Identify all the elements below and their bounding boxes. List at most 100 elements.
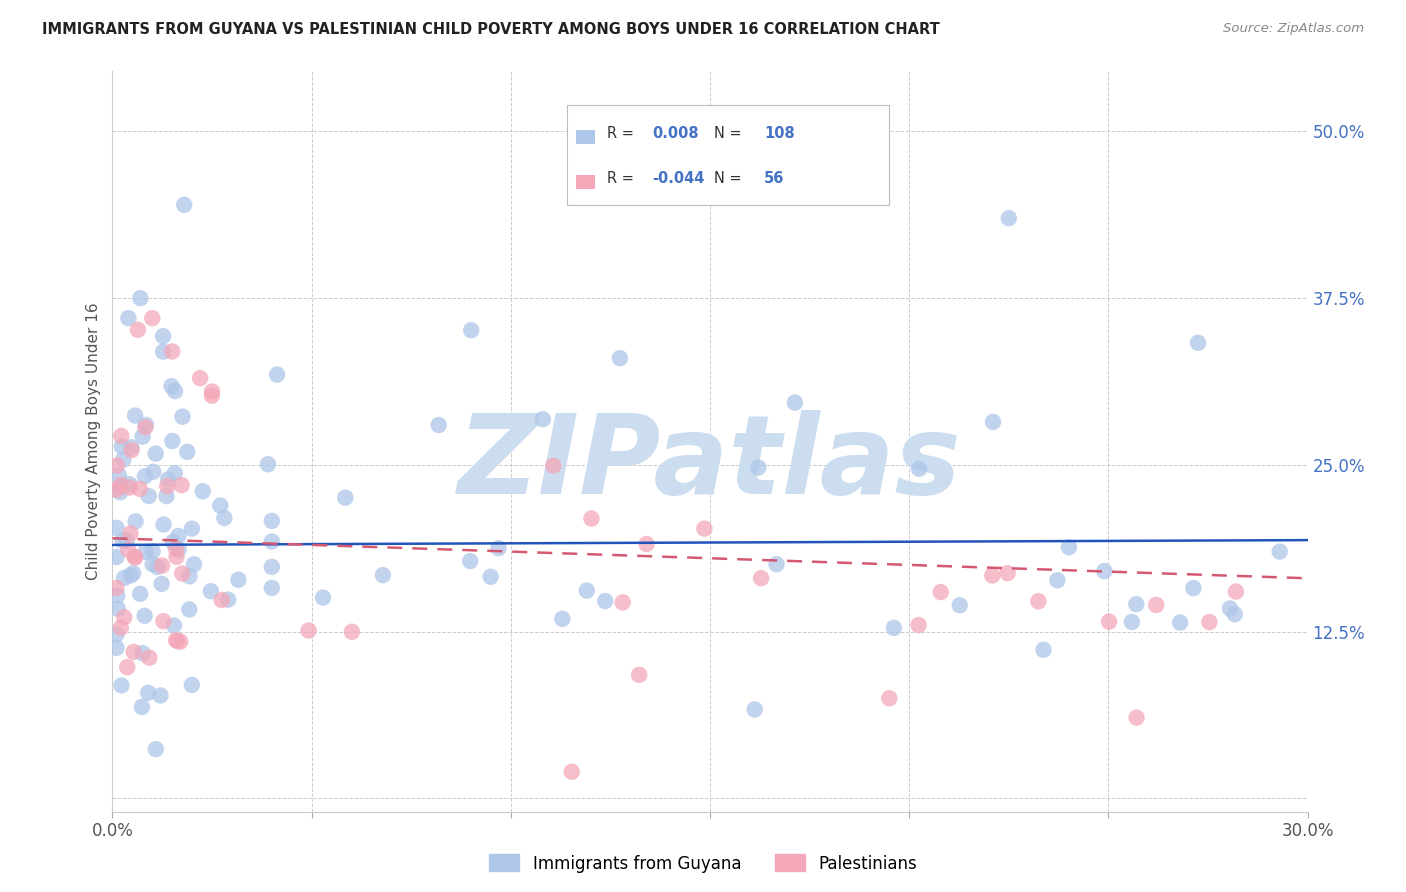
Point xyxy=(112,610,135,624)
Point xyxy=(180,678,202,692)
Point xyxy=(117,660,139,674)
Point xyxy=(129,587,152,601)
Y-axis label: Child Poverty Among Boys Under 16: Child Poverty Among Boys Under 16 xyxy=(86,302,101,581)
Point xyxy=(260,560,283,574)
Point xyxy=(1268,544,1291,558)
Text: -0.044: -0.044 xyxy=(652,171,704,186)
Point xyxy=(172,409,194,424)
Point xyxy=(110,478,132,492)
Point xyxy=(929,585,952,599)
Point xyxy=(693,522,716,536)
Point xyxy=(297,624,319,638)
Text: IMMIGRANTS FROM GUYANA VS PALESTINIAN CHILD POVERTY AMONG BOYS UNDER 16 CORRELAT: IMMIGRANTS FROM GUYANA VS PALESTINIAN CH… xyxy=(42,22,941,37)
Point xyxy=(257,457,280,471)
Point xyxy=(163,466,186,480)
Point xyxy=(907,618,929,632)
Point xyxy=(749,571,772,585)
Point xyxy=(105,549,128,564)
Text: 0.008: 0.008 xyxy=(652,127,699,142)
Point xyxy=(150,577,173,591)
Point xyxy=(165,541,187,556)
Point xyxy=(1046,574,1069,588)
Point xyxy=(112,571,135,585)
Point xyxy=(1092,564,1115,578)
Point xyxy=(636,537,658,551)
Point xyxy=(551,612,574,626)
Point xyxy=(200,584,222,599)
FancyBboxPatch shape xyxy=(567,104,890,204)
Point xyxy=(883,621,905,635)
Point xyxy=(747,460,769,475)
Point xyxy=(266,368,288,382)
Point xyxy=(156,479,179,493)
Point xyxy=(612,595,634,609)
Point xyxy=(1198,615,1220,629)
Point xyxy=(879,691,901,706)
Point xyxy=(105,627,128,641)
Point xyxy=(149,689,172,703)
Point xyxy=(166,549,188,564)
Point xyxy=(201,384,224,399)
Point xyxy=(1219,601,1241,615)
Point xyxy=(145,447,167,461)
Point xyxy=(142,558,165,572)
Point xyxy=(460,323,482,337)
Point xyxy=(166,634,188,648)
Point xyxy=(531,412,554,426)
Point xyxy=(371,568,394,582)
Point xyxy=(260,534,283,549)
Point xyxy=(152,517,174,532)
Point xyxy=(1182,581,1205,595)
Point xyxy=(142,465,165,479)
Point xyxy=(312,591,335,605)
Text: N =: N = xyxy=(714,127,747,142)
Bar xyxy=(576,176,595,189)
Point xyxy=(124,550,146,565)
Point xyxy=(1032,642,1054,657)
Point xyxy=(110,621,132,635)
Point xyxy=(163,384,186,398)
Point xyxy=(1098,615,1121,629)
Point xyxy=(127,323,149,337)
Point xyxy=(1168,615,1191,630)
Point xyxy=(120,440,142,454)
Point xyxy=(111,440,134,454)
Point xyxy=(997,566,1019,581)
Point xyxy=(146,560,169,574)
Point xyxy=(115,533,138,548)
Point xyxy=(458,554,481,568)
Bar xyxy=(576,130,595,145)
Point xyxy=(124,549,146,564)
Point xyxy=(105,458,128,473)
Point xyxy=(211,593,233,607)
Point xyxy=(183,558,205,572)
Point xyxy=(131,646,153,660)
Point xyxy=(593,594,616,608)
Point xyxy=(162,434,184,448)
Point xyxy=(209,499,232,513)
Point xyxy=(949,598,972,612)
Point xyxy=(1057,541,1080,555)
Point xyxy=(105,581,128,595)
Point xyxy=(260,581,283,595)
Point xyxy=(136,686,159,700)
Text: Source: ZipAtlas.com: Source: ZipAtlas.com xyxy=(1223,22,1364,36)
Point xyxy=(201,389,224,403)
Point xyxy=(122,566,145,581)
Point xyxy=(145,742,167,756)
Point xyxy=(191,484,214,499)
Point xyxy=(167,542,190,557)
Text: ZIPatlas: ZIPatlas xyxy=(458,410,962,517)
Point xyxy=(561,764,583,779)
Legend: Immigrants from Guyana, Palestinians: Immigrants from Guyana, Palestinians xyxy=(482,847,924,880)
Point xyxy=(1223,607,1246,622)
Text: N =: N = xyxy=(714,171,747,186)
Point xyxy=(908,462,931,476)
Point xyxy=(129,291,152,305)
Point xyxy=(131,429,153,443)
Point xyxy=(188,371,211,385)
Point xyxy=(105,483,128,497)
Point xyxy=(141,311,163,326)
Point xyxy=(152,329,174,343)
Text: R =: R = xyxy=(606,171,638,186)
